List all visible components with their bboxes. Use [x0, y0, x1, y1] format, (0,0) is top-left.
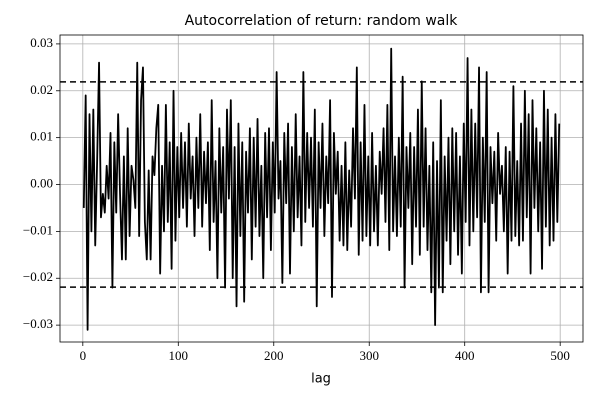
plot-frame [59, 34, 584, 343]
x-tick-label: 500 [550, 348, 570, 363]
x-tick-label: 200 [264, 348, 284, 363]
y-tick-label: 0.01 [30, 129, 53, 144]
x-tick-label: 100 [169, 348, 189, 363]
data-line [82, 47, 561, 331]
y-tick-label: −0.02 [23, 269, 53, 284]
x-tick-label: 0 [80, 348, 87, 363]
y-tick-label: 0.03 [30, 35, 53, 50]
y-tick-label: −0.03 [23, 316, 53, 331]
x-tick-label: 400 [455, 348, 475, 363]
x-axis-label: lag [311, 372, 331, 387]
chart-title: Autocorrelation of return: random walk [185, 13, 459, 29]
y-tick-label: 0.02 [30, 82, 53, 97]
x-tick-label: 300 [359, 348, 379, 363]
y-tick-label: 0.00 [30, 176, 53, 191]
y-tick-label: −0.01 [23, 222, 53, 237]
